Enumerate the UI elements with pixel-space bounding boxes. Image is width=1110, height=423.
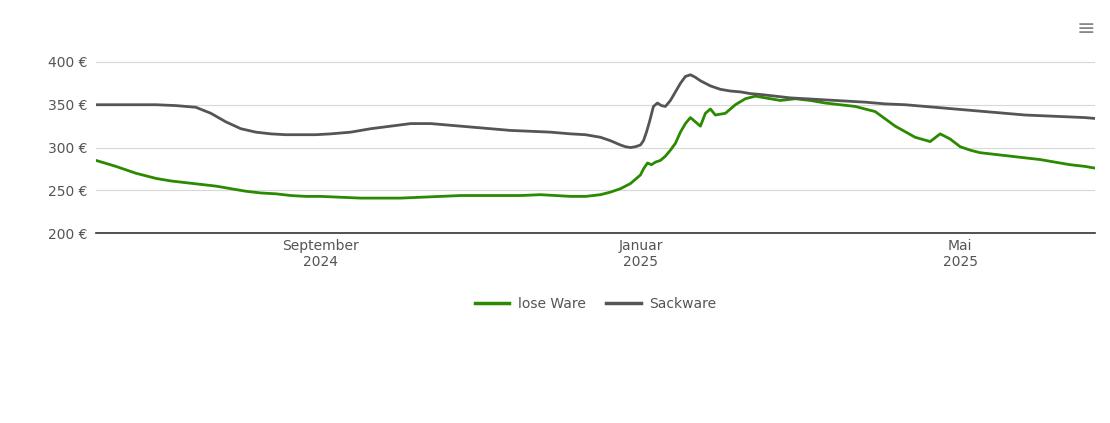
Legend: lose Ware, Sackware: lose Ware, Sackware xyxy=(470,291,722,317)
Text: ≡: ≡ xyxy=(1077,19,1094,39)
